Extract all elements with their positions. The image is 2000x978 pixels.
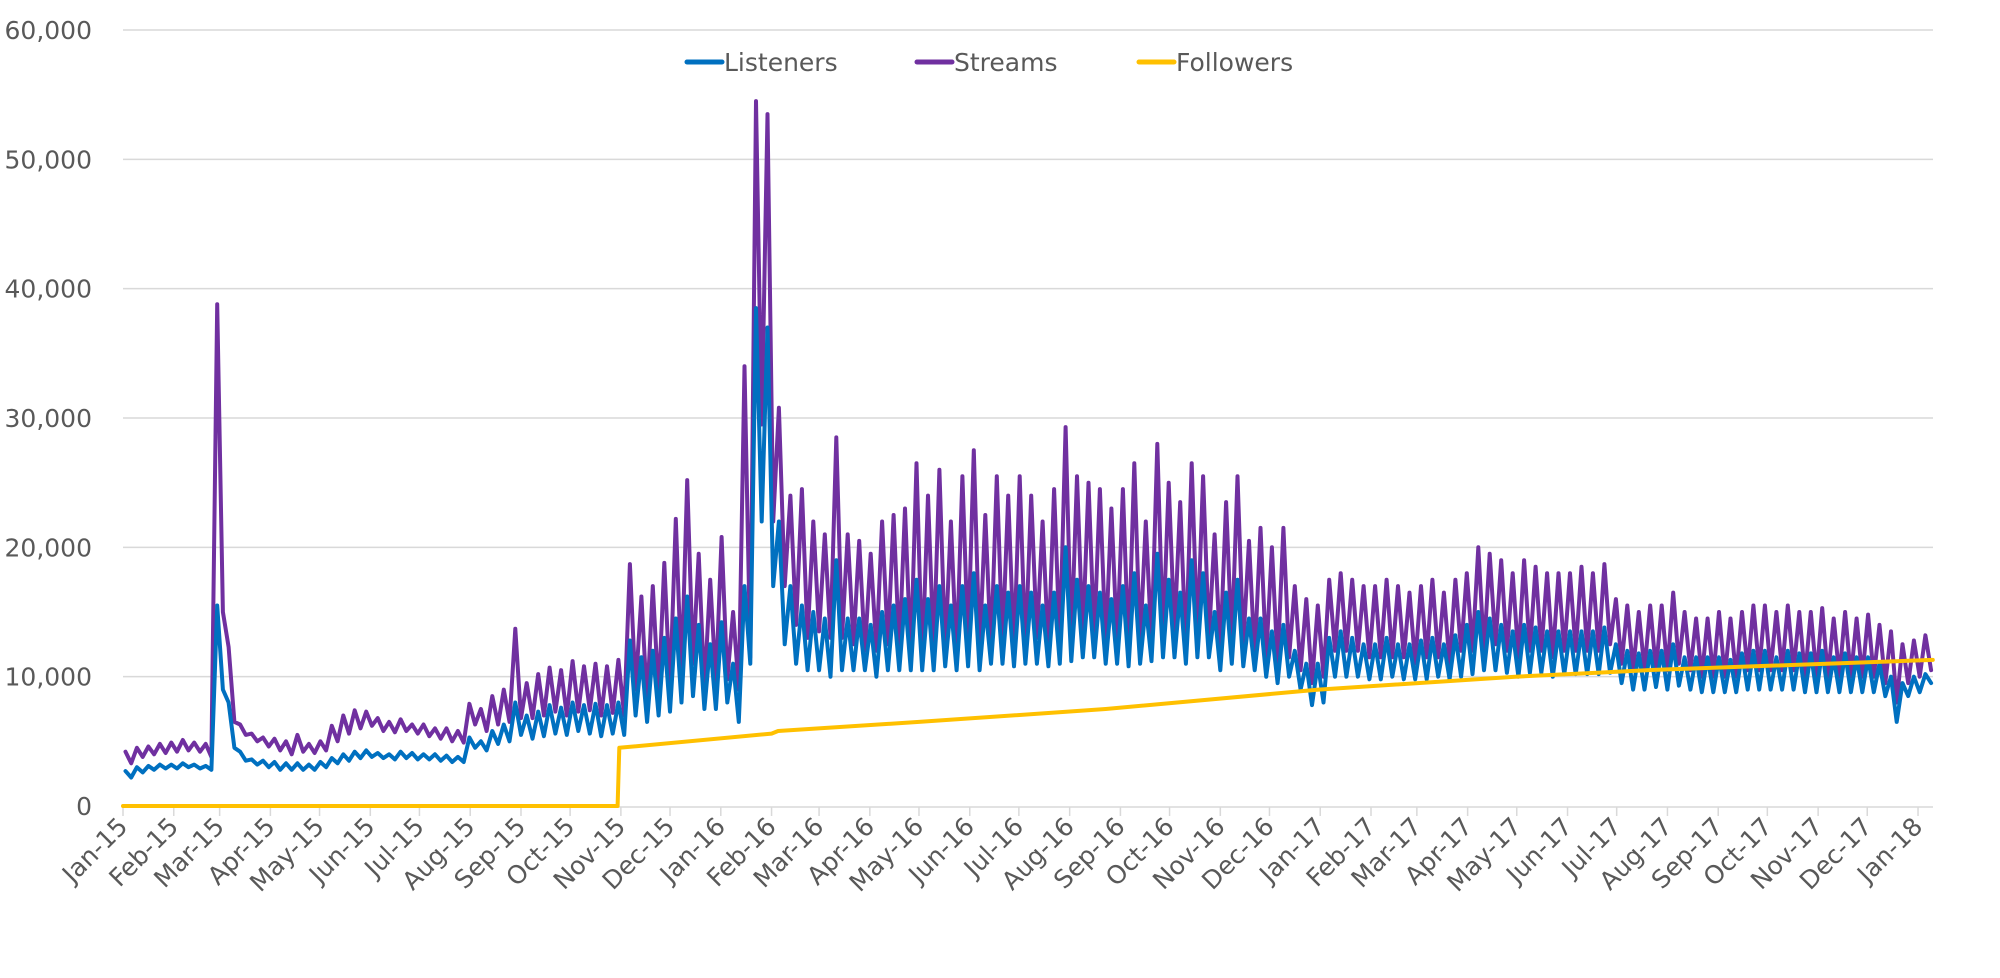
legend-item-followers[interactable]: Followers	[1136, 48, 1293, 77]
y-tick-label: 50,000	[5, 145, 92, 174]
legend: Listeners Streams Followers	[684, 48, 1293, 77]
legend-item-streams[interactable]: Streams	[914, 48, 1057, 77]
legend-label-streams: Streams	[954, 48, 1057, 77]
y-tick-label: 20,000	[5, 533, 92, 562]
y-tick-label: 0	[76, 792, 92, 821]
y-tick-label: 30,000	[5, 404, 92, 433]
series-line-followers	[121, 657, 1935, 808]
y-tick-label: 40,000	[5, 275, 92, 304]
legend-label-followers: Followers	[1176, 48, 1293, 77]
series-lines	[121, 99, 1935, 808]
y-axis-tick-labels: 0 10,000 20,000 30,000 40,000 50,000 60,000	[5, 16, 92, 821]
y-tick-label: 10,000	[5, 663, 92, 692]
series-line-streams	[123, 99, 1934, 766]
legend-item-listeners[interactable]: Listeners	[684, 48, 838, 77]
y-tick-label: 60,000	[5, 16, 92, 45]
legend-label-listeners: Listeners	[724, 48, 838, 77]
x-axis: Jan-15Feb-15Mar-15Apr-15May-15Jun-15Jul-…	[55, 806, 1933, 897]
